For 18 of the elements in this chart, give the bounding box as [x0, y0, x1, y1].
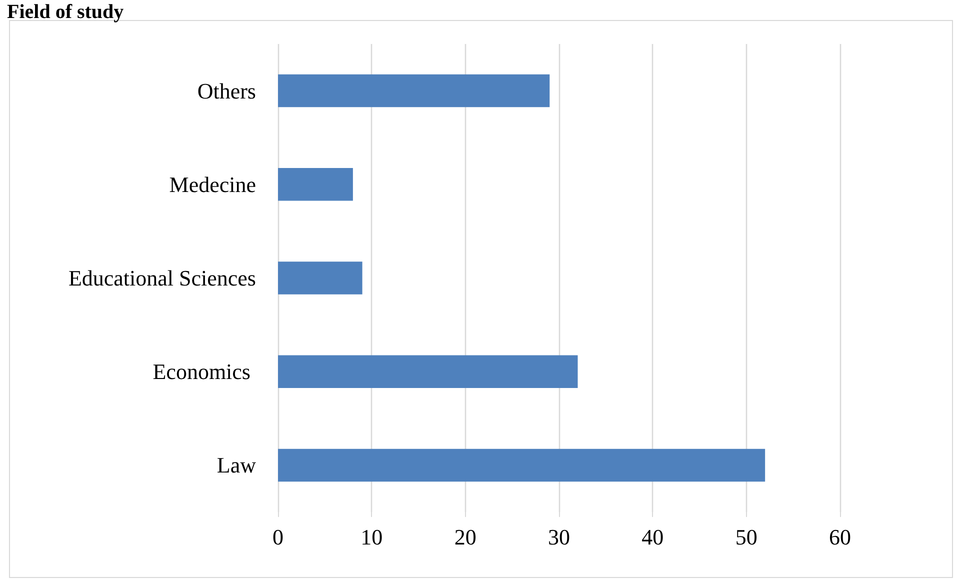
- y-tick-label: Medecine: [169, 172, 256, 197]
- x-tick-label: 60: [829, 524, 851, 550]
- x-tick-label: 40: [642, 524, 664, 550]
- y-tick-label: Law: [216, 452, 256, 478]
- bar: [278, 448, 766, 482]
- x-tick-label: 0: [272, 524, 284, 550]
- bar: [278, 262, 362, 294]
- text: Field of study: [7, 1, 124, 23]
- bar: [278, 168, 353, 201]
- bar: [278, 74, 550, 108]
- x-tick-label: 50: [735, 524, 758, 550]
- y-tick-label: Others: [197, 78, 256, 104]
- x-tick-label: 20: [454, 524, 476, 550]
- x-tick-label: 10: [360, 524, 383, 550]
- bar: [278, 355, 578, 388]
- x-tick-label: 30: [548, 524, 570, 550]
- y-tick-label: Educational Sciences: [68, 266, 256, 290]
- y-tick-label: Economics: [152, 359, 256, 384]
